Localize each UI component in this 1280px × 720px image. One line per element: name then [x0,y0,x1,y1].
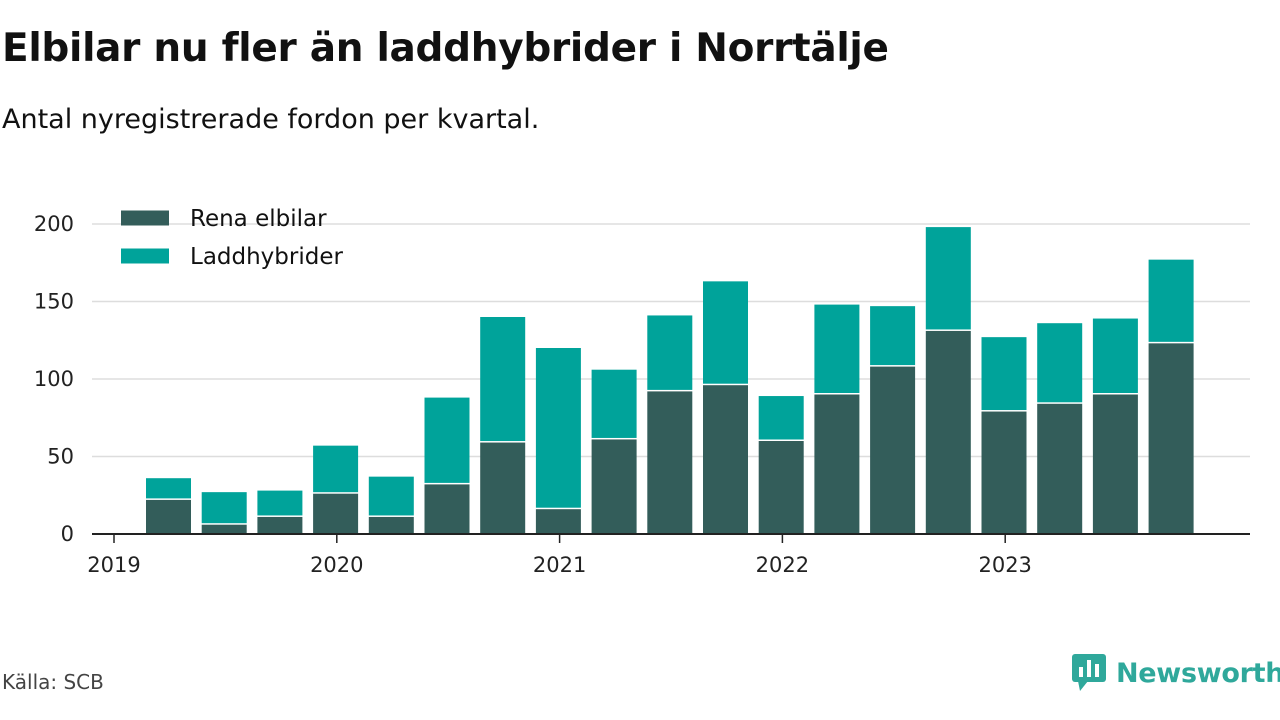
bar-laddhybrider [146,478,191,499]
bar-rena-elbilar [257,516,303,534]
bar-laddhybrider [758,396,804,440]
bar-laddhybrider [870,306,916,366]
x-tick-label: 2020 [310,553,363,577]
newsworthy-logo-icon [1072,654,1106,691]
bar-laddhybrider [201,492,247,524]
x-tick-label: 2022 [756,553,809,577]
bar-rena-elbilar [313,493,359,534]
bar-laddhybrider [480,317,526,442]
bar-rena-elbilar [480,442,526,534]
bar-rena-elbilar [1092,394,1138,534]
bar-rena-elbilar [870,366,916,534]
bar-rena-elbilar [814,394,860,534]
x-tick-label: 2023 [978,553,1031,577]
legend-label-laddhybrider: Laddhybrider [190,244,343,270]
bar-laddhybrider [1092,318,1138,393]
y-tick-label: 50 [47,445,74,469]
bar-rena-elbilar [535,509,581,534]
bar-laddhybrider [925,227,971,330]
bar-rena-elbilar [925,330,971,534]
bar-laddhybrider [981,337,1027,411]
bar-laddhybrider [814,304,860,393]
bar-laddhybrider [368,476,414,516]
bar-laddhybrider [1037,323,1083,403]
x-tick-label: 2021 [533,553,586,577]
bar-rena-elbilar [1037,403,1083,534]
bar-rena-elbilar [1148,343,1194,534]
chart-title: Elbilar nu fler än laddhybrider i Norrtä… [2,26,889,71]
bar-rena-elbilar [647,391,693,534]
bar-laddhybrider [257,490,303,516]
bar-rena-elbilar [201,524,247,534]
newsworthy-logo: Newsworthy [1072,654,1280,692]
legend-swatch-rena-elbilar [121,210,169,226]
chart-subtitle: Antal nyregistrerade fordon per kvartal. [2,104,540,135]
y-tick-label: 0 [61,522,74,546]
bar-rena-elbilar [591,439,637,534]
bar-laddhybrider [703,281,748,384]
bar-laddhybrider [1148,259,1194,342]
bar-rena-elbilar [981,411,1027,534]
bar-laddhybrider [313,445,359,493]
y-tick-label: 200 [34,212,74,236]
bar-rena-elbilar [424,484,470,534]
bar-rena-elbilar [146,499,191,534]
x-tick-label: 2019 [87,553,140,577]
y-tick-label: 100 [34,367,74,391]
brand-name: Newsworthy [1116,657,1280,689]
legend-label-rena-elbilar: Rena elbilar [190,206,327,232]
bar-laddhybrider [591,369,637,438]
legend-swatch-laddhybrider [121,248,169,264]
bar-rena-elbilar [758,441,804,534]
bar-rena-elbilar [703,385,748,534]
bar-rena-elbilar [368,516,414,534]
source-note: Källa: SCB [2,670,104,694]
bar-laddhybrider [647,315,693,390]
bar-laddhybrider [424,397,470,483]
y-tick-label: 150 [34,290,74,314]
bar-laddhybrider [535,348,581,508]
